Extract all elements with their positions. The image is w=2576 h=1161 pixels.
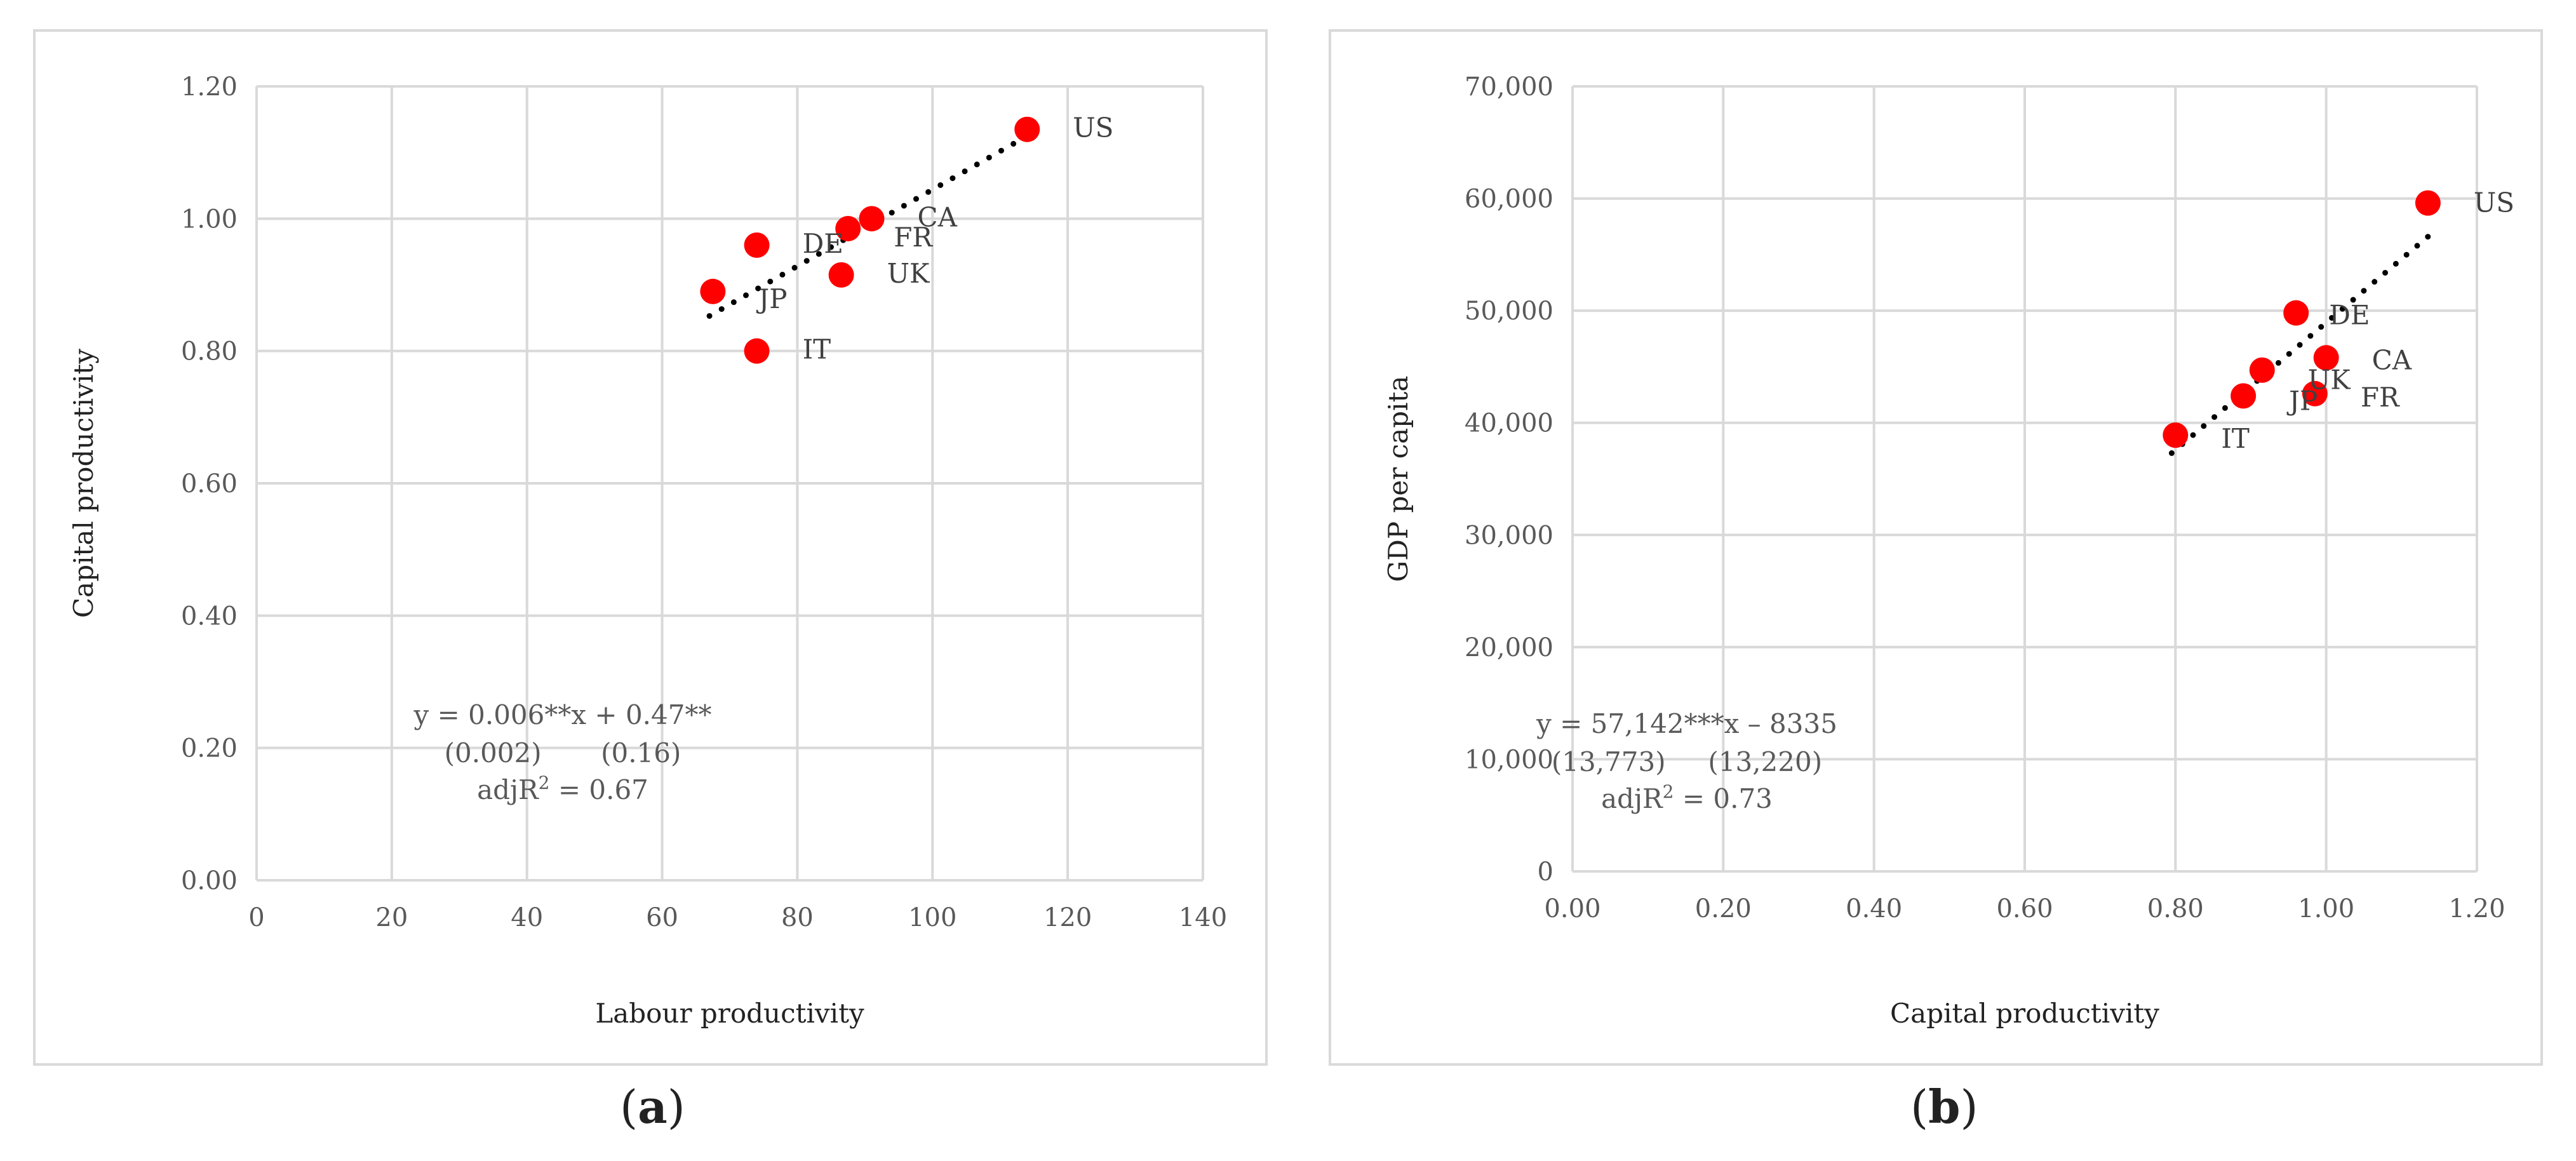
regression-annotation-b: y = 57,142***x – 8335 (13,773) (13,220) ad… [1536,708,1837,814]
data-label-uk: UK [2308,365,2351,396]
y-tick-label: 40,000 [1465,409,1553,438]
data-label-de: DE [803,228,843,259]
scatter-chart-b: 0.00 0.20 0.40 0.60 0.80 1.00 1.20 0 10,000 20,00… [1383,72,2514,1029]
data-point-uk [828,262,854,288]
x-tick-label: 140 [1179,903,1227,932]
data-label-jp: JP [2286,385,2318,416]
data-label-us: US [2474,187,2514,218]
x-tick-label: 60 [646,903,678,932]
y-axis-title: GDP per capita [1383,376,1414,582]
x-tick-label: 0 [248,903,264,932]
chart-panel-b: 0.00 0.20 0.40 0.60 0.80 1.00 1.20 0 10,000 20,00… [1329,29,2543,1066]
x-tick-label: 0.40 [1846,894,1902,923]
data-label-fr: FR [894,222,933,253]
scatter-chart-a: 0 20 40 60 80 100 120 140 0.00 0.20 0.40 0.60 0.80 1.… [68,72,1227,1029]
standard-errors: (0.002) (0.16) [445,737,681,768]
data-label-de: DE [2329,300,2370,331]
data-point-ca [2313,345,2339,371]
data-label-us: US [1073,112,1113,144]
x-tick-label: 0.00 [1544,894,1600,923]
data-point-it [2163,422,2189,448]
y-tick-label: 0.20 [181,734,238,763]
x-tick-label: 120 [1043,903,1092,932]
data-label-uk: UK [887,258,930,289]
x-tick-label: 0.20 [1695,894,1752,923]
data-point-de [2283,300,2309,326]
grid-a [255,85,1204,882]
data-point-de [744,232,770,258]
adjusted-r-squared: adjR2 = 0.67 [477,772,648,805]
x-tick-label: 0.60 [1996,894,2053,923]
data-label-jp: JP [756,283,787,314]
x-tick-label: 100 [908,903,956,932]
y-tick-label: 0.60 [181,469,238,499]
adj-r-prefix: adjR [477,774,539,805]
y-tick-label: 0 [1538,857,1553,887]
x-tick-label: 20 [375,903,408,932]
chart-panel-a: 0 20 40 60 80 100 120 140 0.00 0.20 0.40 0.60 0.80 1.… [33,29,1268,1066]
adj-r-superscript: 2 [539,772,550,793]
grid-b [1571,85,2478,873]
caption-b-letter: b [1928,1080,1961,1134]
y-tick-label: 0.40 [181,601,238,631]
x-tick-label: 1.20 [2448,894,2505,923]
data-point-it [744,338,770,364]
data-label-ca: CA [918,201,958,232]
regression-equation: y = 0.006**x + 0.47** [413,699,712,730]
adj-r-value: = 0.73 [1674,783,1772,814]
adj-r-value: = 0.67 [549,774,648,805]
y-tick-label: 1.00 [181,205,238,234]
caption-a-letter: a [638,1080,667,1134]
y-axis-title: Capital productivity [68,349,99,618]
data-point-jp [2231,383,2257,409]
x-tick-label: 40 [511,903,543,932]
x-axis-title: Labour productivity [595,998,864,1029]
y-tick-label: 1.20 [181,72,238,102]
y-tick-label: 0.80 [181,337,238,366]
caption-b: (b) [1910,1080,1978,1134]
y-tick-label: 20,000 [1465,633,1553,662]
y-tick-label: 10,000 [1465,745,1553,774]
data-point-us [2415,190,2441,216]
adj-r-superscript: 2 [1663,781,1674,802]
caption-a: (a) [620,1080,685,1134]
y-tick-label: 0.00 [181,866,238,896]
y-tick-label: 30,000 [1465,521,1553,550]
x-tick-label: 1.00 [2298,894,2354,923]
standard-errors: (13,773) (13,220) [1552,746,1822,777]
y-tick-label: 70,000 [1465,72,1553,102]
x-tick-label: 0.80 [2147,894,2204,923]
data-point-jp [700,278,726,304]
data-label-fr: FR [2361,382,2400,413]
trendline-b [2168,234,2431,456]
regression-equation: y = 57,142***x – 8335 [1536,708,1837,739]
y-tick-label: 60,000 [1465,185,1553,214]
data-point-us [1014,116,1040,142]
regression-annotation-a: y = 0.006**x + 0.47** (0.002) (0.16) adjR2… [413,699,712,805]
x-tick-label: 80 [781,903,814,932]
data-label-ca: CA [2372,344,2412,375]
adjusted-r-squared: adjR2 = 0.73 [1601,781,1773,814]
data-point-ca [859,206,885,232]
data-point-fr [2302,380,2328,406]
x-axis-title: Capital productivity [1890,998,2159,1029]
adj-r-prefix: adjR [1601,783,1663,814]
y-tick-label: 50,000 [1465,297,1553,326]
data-point-uk [2249,357,2275,383]
data-label-it: IT [2221,423,2250,454]
data-point-fr [835,215,861,241]
data-label-it: IT [803,334,831,365]
